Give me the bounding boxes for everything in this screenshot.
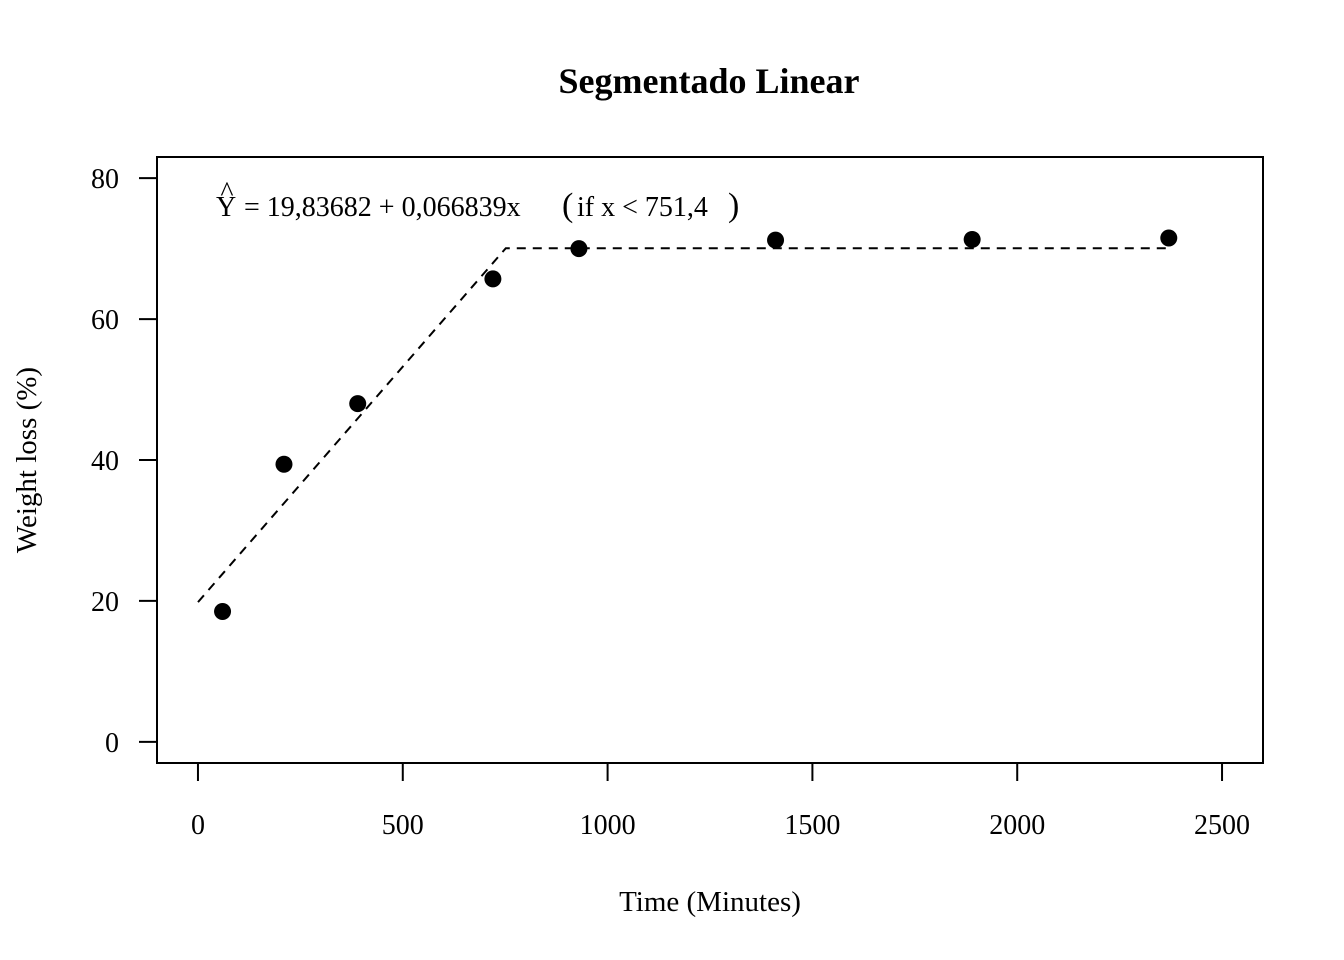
y-tick-label: 60 [91, 305, 119, 336]
x-tick-label: 1500 [784, 810, 840, 841]
equation-hat: ^ [220, 177, 233, 208]
equation-annotation: ^ Y = 19,83682 + 0,066839x ( if x < 751,… [216, 177, 739, 224]
y-tick-label: 40 [91, 446, 119, 477]
data-point [570, 240, 588, 258]
data-point [767, 231, 785, 249]
data-points [214, 229, 1178, 620]
data-point [1160, 229, 1178, 247]
equation-text: = 19,83682 + 0,066839x [244, 192, 521, 223]
y-tick-label: 0 [105, 728, 119, 759]
x-tick-label: 2500 [1194, 810, 1250, 841]
y-tick-label: 80 [91, 164, 119, 195]
chart-title: Segmentado Linear [559, 61, 860, 101]
equation-paren-close: ) [728, 187, 739, 224]
y-axis: 0 20 40 60 80 [91, 164, 158, 759]
x-axis-label: Time (Minutes) [619, 886, 801, 918]
data-point [275, 455, 293, 473]
data-point [349, 395, 367, 413]
x-tick-label: 2000 [989, 810, 1045, 841]
equation-y-symbol: Y [216, 192, 236, 223]
x-axis: 0 500 1000 1500 2000 2500 [191, 762, 1250, 841]
equation-condition: if x < 751,4 [577, 192, 708, 223]
y-tick-label: 20 [91, 587, 119, 618]
fit-line-dashed [197, 247, 1169, 603]
equation-paren-open: ( [562, 187, 573, 224]
y-axis-label: Weight loss (%) [11, 367, 43, 553]
x-tick-label: 0 [191, 810, 205, 841]
x-tick-label: 1000 [580, 810, 636, 841]
data-point [214, 603, 232, 620]
x-tick-label: 500 [382, 810, 424, 841]
data-point [484, 270, 502, 288]
data-point [963, 230, 981, 248]
